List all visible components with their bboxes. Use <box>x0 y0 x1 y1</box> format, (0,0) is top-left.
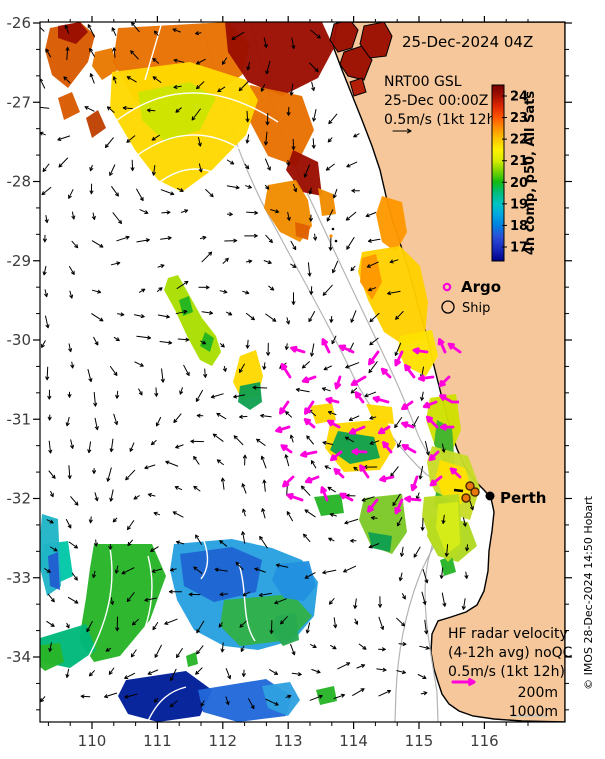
colorbar-gradient <box>491 84 505 262</box>
island-dot <box>331 227 335 231</box>
sst-patch <box>330 431 380 464</box>
sst-patch <box>79 544 166 662</box>
sst-patch <box>92 48 118 80</box>
x-axis-tick-label: 116 <box>470 732 499 750</box>
sst-patch <box>310 403 336 424</box>
overlay-time-label: 25-Dec 00:00Z <box>384 93 488 109</box>
colorbar: 24 23 22 21 20 19 18 17 <box>491 84 528 262</box>
x-axis-tick-label: 110 <box>78 732 107 750</box>
sst-patch <box>295 222 310 240</box>
sst-patch <box>164 275 221 366</box>
sst-patch <box>286 150 322 196</box>
sst-patch <box>368 532 392 552</box>
legend: Argo Ship <box>441 278 501 316</box>
sst-patch <box>360 254 382 300</box>
hf-radar-vector-field <box>275 338 462 515</box>
sst-patch <box>248 85 314 166</box>
ship-obs-marker <box>461 493 471 503</box>
hf-caption-line3: 0.5m/s (1kt 12h) <box>448 664 565 680</box>
hf-radar-caption: HF radar velocity (4-12h avg) noQC 0.5m/… <box>448 626 573 720</box>
credit-text: © IMOS 28-Dec-2024 14:50 Hobart <box>582 495 595 690</box>
city-marker-perth <box>485 491 495 501</box>
colorbar-tick-label: 22 <box>510 133 528 148</box>
clipped-map-content <box>40 22 565 722</box>
map-layers <box>40 22 565 722</box>
y-axis-tick-label: -29 <box>7 252 32 270</box>
legend-ship-label: Ship <box>462 301 490 316</box>
sst-patch <box>180 547 262 602</box>
sst-patch <box>359 22 393 59</box>
ship-marker-icon <box>441 300 455 314</box>
velocity-vector-field <box>40 22 474 710</box>
colorbar-tick-label: 17 <box>510 240 528 255</box>
map-title: 25-Dec-2024 04Z <box>402 33 533 51</box>
sst-patch <box>238 382 262 410</box>
sst-patch <box>225 22 334 96</box>
y-axis-tick-label: -31 <box>7 410 32 428</box>
overlay-model-label: NRT00 GSL <box>384 74 462 90</box>
sst-patch <box>318 188 336 216</box>
ship-obs-marker <box>465 481 475 491</box>
sst-patch <box>86 110 106 138</box>
map-markers <box>329 227 495 503</box>
y-axis-tick-label: -33 <box>7 569 32 587</box>
hf-caption-line1: HF radar velocity <box>448 626 568 642</box>
colorbar-tick-label: 24 <box>510 90 528 105</box>
colorbar-tick-label: 21 <box>510 154 528 169</box>
sst-patch <box>40 643 64 671</box>
sst-patch <box>45 22 95 88</box>
sst-patch <box>314 494 344 516</box>
y-axis-tick-label: -27 <box>7 93 32 111</box>
sst-patch <box>440 556 456 576</box>
x-axis-tick-label: 112 <box>208 732 237 750</box>
legend-argo-label: Argo <box>461 278 501 296</box>
legend-markers <box>441 282 455 314</box>
y-axis-tick-label: -26 <box>7 14 32 32</box>
x-axis-tick-label: 114 <box>339 732 368 750</box>
sst-patch <box>179 296 193 316</box>
island-dot <box>334 239 338 243</box>
colorbar-tick-label: 19 <box>510 197 528 212</box>
island-dot <box>329 234 333 238</box>
overlay-scale-label: 0.5m/s (1kt 12h) <box>384 112 501 128</box>
ship-obs-marker <box>470 487 480 497</box>
hf-caption-line2: (4-12h avg) noQC <box>448 645 573 661</box>
sst-patch <box>186 652 198 667</box>
city-label-perth: Perth <box>500 489 546 507</box>
sst-patch <box>349 77 367 97</box>
sst-patch <box>329 22 359 53</box>
axes: 110 111 112 113 114 115 116 -26 -27 -28 -29 -30 -31 -… <box>7 14 572 750</box>
x-axis-tick-label: 113 <box>274 732 303 750</box>
colorbar-tick-label: 18 <box>510 219 528 234</box>
colorbar-tick-label: 20 <box>510 176 528 191</box>
contour-label-200m: 200m <box>518 685 558 701</box>
sst-contour-lines <box>40 22 279 722</box>
sst-patch <box>262 682 300 716</box>
sst-patch <box>436 460 472 505</box>
sst-patch <box>272 613 299 646</box>
sst-patch <box>376 196 407 252</box>
contour-label-1000m: 1000m <box>509 704 558 720</box>
plot-frame <box>39 21 566 723</box>
sst-patch <box>272 561 316 601</box>
x-axis-tick-label: 111 <box>143 732 172 750</box>
sst-patch <box>48 552 60 590</box>
sst-patch <box>316 686 337 705</box>
sst-patch <box>200 332 214 352</box>
y-axis-tick-label: -34 <box>7 648 32 666</box>
y-axis-tick-label: -30 <box>7 331 32 349</box>
rottnest-island <box>453 488 464 493</box>
y-axis-tick-label: -32 <box>7 490 32 508</box>
sst-patches <box>40 22 480 722</box>
colorbar-tick-label: 23 <box>510 111 528 126</box>
sst-patch <box>436 502 460 554</box>
y-axis-tick-label: -28 <box>7 173 32 191</box>
x-axis-tick-label: 115 <box>405 732 434 750</box>
argo-marker-icon <box>442 282 452 292</box>
colorbar-axis-label: 4h comp, p50, All Sats <box>523 91 538 255</box>
sst-patch <box>58 92 80 120</box>
